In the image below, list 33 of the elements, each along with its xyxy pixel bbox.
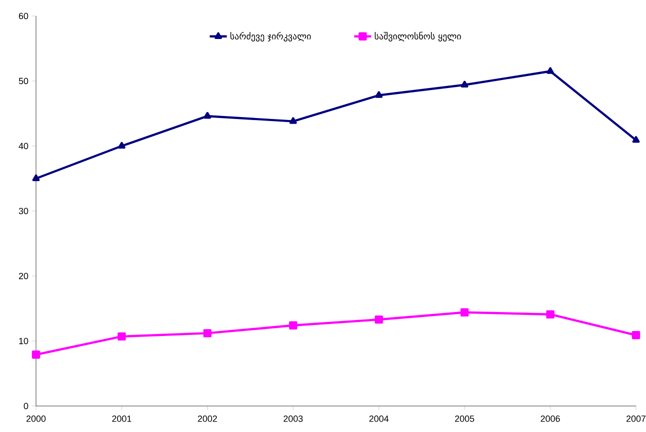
x-tick-label: 2003 (284, 416, 303, 422)
legend-label: სარძევე ჯირკვალი (230, 32, 311, 42)
point (32, 350, 40, 359)
x-tick-label: 2005 (455, 416, 474, 422)
x-tick-label: 2007 (626, 416, 646, 422)
y-tick-label: 50 (18, 78, 28, 84)
x-tick-label: 2006 (540, 416, 560, 422)
point (289, 117, 297, 124)
y-tick-label: 0 (24, 402, 28, 410)
point (546, 310, 554, 318)
x-tick-label: 2000 (26, 416, 46, 422)
x-tick-label: 2002 (198, 416, 217, 422)
x-tick-label: 2001 (112, 416, 132, 422)
y-tick-label: 40 (18, 142, 28, 150)
point (289, 321, 298, 330)
point (204, 112, 212, 119)
point (632, 136, 640, 143)
point (374, 315, 383, 324)
point (546, 67, 554, 74)
y-tick-label: 30 (18, 208, 28, 214)
x-tick-label: 2004 (369, 416, 389, 422)
legend-label: საშვილოსნოს ყელი (374, 32, 461, 42)
y-tick-label: 60 (18, 12, 28, 20)
point (460, 80, 468, 88)
point (460, 308, 469, 316)
point (375, 91, 383, 98)
y-tick-label: 20 (18, 272, 28, 280)
point (32, 174, 40, 182)
point (118, 332, 126, 341)
point (118, 142, 126, 149)
point (203, 329, 212, 338)
y-tick-label: 10 (19, 338, 28, 344)
point (632, 331, 640, 340)
